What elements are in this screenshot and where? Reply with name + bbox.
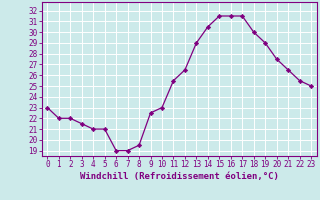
X-axis label: Windchill (Refroidissement éolien,°C): Windchill (Refroidissement éolien,°C) (80, 172, 279, 181)
